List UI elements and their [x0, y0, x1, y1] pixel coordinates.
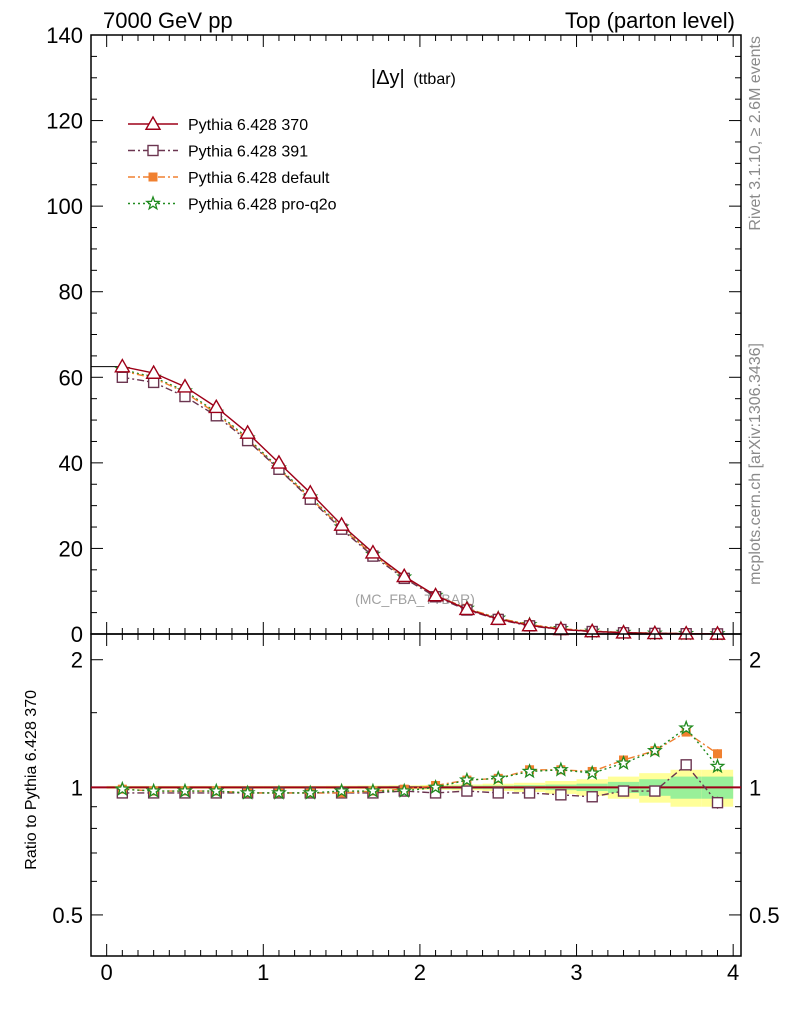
ratio-y-tick-label: 1	[71, 775, 83, 800]
ratio-data-point	[584, 764, 601, 780]
ratio-data-point	[709, 758, 726, 774]
ratio-y-label: Ratio to Pythia 6.428 370	[23, 690, 40, 870]
main-y-tick-label: 80	[59, 280, 83, 305]
legend-label: Pythia 6.428 pro-q2o	[188, 197, 337, 214]
main-data-point	[302, 484, 319, 499]
ratio-data-point	[586, 791, 598, 803]
legend-marker	[145, 195, 161, 211]
ratio-data-point	[713, 749, 723, 759]
legend-marker	[144, 115, 162, 130]
main-data-point	[179, 390, 191, 403]
main-y-tick-label: 100	[46, 194, 83, 219]
main-data-point	[114, 358, 131, 373]
header-right: Top (parton level)	[565, 8, 735, 33]
ratio-data-point	[145, 782, 162, 798]
main-panel: 0 20 40 60 80 100 120 140	[46, 23, 742, 647]
main-data-point	[116, 371, 129, 383]
main-data-point	[239, 424, 256, 439]
analysis-watermark: (MC_FBA_TTBAR)	[355, 591, 475, 607]
main-data-point	[427, 587, 444, 602]
legend-marker	[148, 172, 158, 182]
ratio-data-point	[521, 763, 538, 779]
ratio-data-point	[458, 771, 475, 787]
main-data-point	[458, 600, 476, 616]
ratio-data-point	[208, 782, 225, 798]
main-y-tick-label: 0	[71, 622, 83, 647]
ratio-data-point	[492, 787, 504, 799]
main-data-point	[364, 544, 382, 559]
ratio-data-point	[552, 761, 569, 777]
main-data-point	[521, 617, 538, 632]
x-tick-label: 1	[257, 960, 269, 985]
plot-title-main: |Δy|	[371, 67, 405, 89]
main-data-point	[176, 378, 194, 393]
ratio-panel: 0 1 2 3 4 0.5 0.5 1 1 2 2	[52, 633, 780, 985]
main-data-point	[270, 454, 288, 469]
main-data-point	[490, 610, 507, 625]
rivet-label: Rivet 3.1.10, ≥ 2.6M events	[747, 36, 764, 231]
x-tick-label: 4	[727, 960, 739, 985]
ratio-data-point	[302, 784, 319, 800]
ratio-data-point	[646, 742, 663, 758]
legend-label: Pythia 6.428 default	[188, 170, 330, 187]
main-y-tick-label: 20	[59, 536, 83, 561]
main-data-point	[208, 398, 225, 414]
x-tick-label: 3	[570, 960, 582, 985]
ratio-data-point	[617, 785, 630, 797]
legend-label: Pythia 6.428 370	[188, 117, 308, 134]
ratio-data-point	[615, 754, 632, 770]
ratio-data-point	[114, 780, 131, 796]
x-tick-label: 0	[101, 960, 113, 985]
ratio-data-point	[680, 759, 692, 771]
ratio-y-tick-label: 0.5	[52, 903, 83, 928]
legend: Pythia 6.428 370 Pythia 6.428 391 Pythia 6…	[128, 115, 337, 214]
mcplots-label: mcplots.cern.ch [arXiv:1306.3436]	[747, 343, 764, 585]
main-y-tick-label: 140	[46, 23, 83, 48]
ratio-data-point	[427, 778, 444, 795]
header-left: 7000 GeV pp	[103, 8, 233, 33]
plot-title: |Δy| (ttbar)	[371, 67, 456, 89]
ratio-data-point	[555, 789, 567, 801]
ratio-y-tick-label: 2	[71, 648, 83, 673]
x-tick-label: 2	[414, 960, 426, 985]
main-data-point	[145, 364, 162, 379]
ratio-data-point	[333, 782, 350, 798]
ratio-y-tick-label-right: 1	[749, 775, 761, 800]
ratio-data-point	[239, 784, 256, 800]
ratio-data-point	[270, 784, 287, 800]
ratio-y-tick-label-right: 2	[749, 648, 761, 673]
ratio-data-point	[461, 785, 473, 797]
ratio-data-point	[396, 782, 413, 798]
ratio-data-point	[711, 796, 724, 809]
ratio-data-point	[649, 785, 661, 797]
main-data-point	[333, 516, 350, 531]
legend-label: Pythia 6.428 391	[188, 144, 308, 161]
main-data-point	[396, 567, 413, 583]
main-y-tick-label: 40	[59, 451, 83, 476]
ratio-data-point	[364, 782, 381, 798]
ratio-y-tick-label-right: 0.5	[749, 903, 780, 928]
ratio-data-point	[523, 787, 536, 799]
ratio-data-point	[176, 782, 193, 798]
main-y-tick-label: 60	[59, 365, 83, 390]
main-y-tick-label: 120	[46, 109, 83, 134]
ratio-data-point	[678, 719, 695, 735]
plot-title-sub: (ttbar)	[413, 71, 456, 88]
ratio-frame	[90, 633, 742, 957]
ratio-data-point	[490, 769, 507, 786]
legend-marker	[147, 144, 159, 157]
